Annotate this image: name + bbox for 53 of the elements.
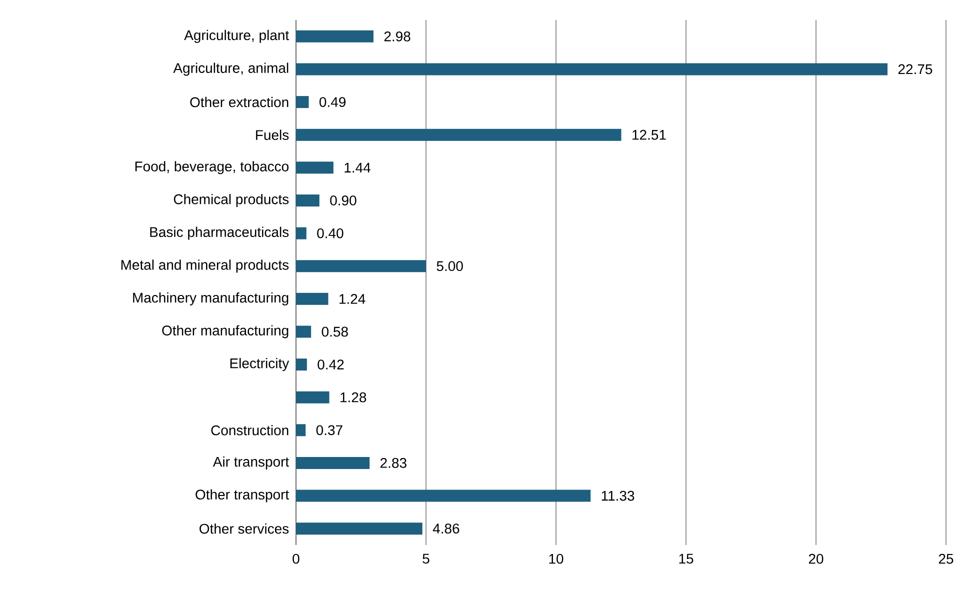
bar <box>296 292 328 305</box>
y-tick-label: Machinery manufacturing <box>133 292 288 306</box>
bar <box>296 490 591 502</box>
y-tick-label: Chemical products <box>174 194 289 207</box>
y-tick-label: Electricity <box>230 358 290 372</box>
data-label: 1.24 <box>340 294 366 304</box>
x-tick-label: 20 <box>808 554 824 564</box>
y-tick-label: Agriculture, animal <box>173 62 288 76</box>
data-label: 22.75 <box>898 64 932 74</box>
bar <box>296 358 307 371</box>
y-tick-label: Agriculture, plant <box>184 30 289 43</box>
data-label: 2.98 <box>384 31 410 42</box>
bar <box>296 128 622 141</box>
data-label: 12.51 <box>632 130 666 140</box>
bar <box>296 96 309 108</box>
data-label: 0.49 <box>319 97 346 107</box>
y-tick-label: Other extraction <box>190 96 288 108</box>
bar <box>296 456 370 469</box>
bar <box>296 162 334 174</box>
y-tick-label: Construction <box>211 425 288 436</box>
bar <box>296 326 312 338</box>
data-label: 1.28 <box>340 392 366 402</box>
bar <box>296 522 422 535</box>
data-label: 2.83 <box>380 458 406 468</box>
y-tick-label: Basic pharmaceuticals <box>150 226 289 240</box>
bar <box>296 260 426 272</box>
data-label: 0.40 <box>317 228 344 238</box>
x-tick-label: 10 <box>549 554 564 564</box>
x-tick-label: 15 <box>679 554 694 564</box>
data-label: 0.58 <box>322 326 348 337</box>
data-label: 0.42 <box>318 360 344 370</box>
bar <box>296 194 320 206</box>
data-label: 5.00 <box>436 261 463 272</box>
data-label: 0.90 <box>330 196 356 206</box>
y-tick-label: Other transport <box>196 489 290 502</box>
x-tick-label: 25 <box>938 554 954 564</box>
bar <box>296 424 306 436</box>
bar <box>296 63 888 76</box>
y-tick-label: Food, beverage, tobacco <box>135 161 289 174</box>
y-tick-label: Fuels <box>256 130 289 140</box>
y-tick-label: Other services <box>200 523 289 534</box>
y-tick-label: Other manufacturing <box>162 325 288 338</box>
y-tick-label: Metal and mineral products <box>121 260 289 273</box>
bar <box>296 30 374 42</box>
x-tick-label: 0 <box>292 554 300 564</box>
data-label: 11.33 <box>602 490 634 501</box>
bar <box>296 391 330 404</box>
data-label: 0.37 <box>316 425 342 436</box>
x-tick-label: 5 <box>422 554 430 564</box>
data-label: 4.86 <box>432 524 460 534</box>
data-label: 1.44 <box>344 162 370 172</box>
bar <box>296 227 306 240</box>
y-tick-label: Air transport <box>212 456 290 470</box>
